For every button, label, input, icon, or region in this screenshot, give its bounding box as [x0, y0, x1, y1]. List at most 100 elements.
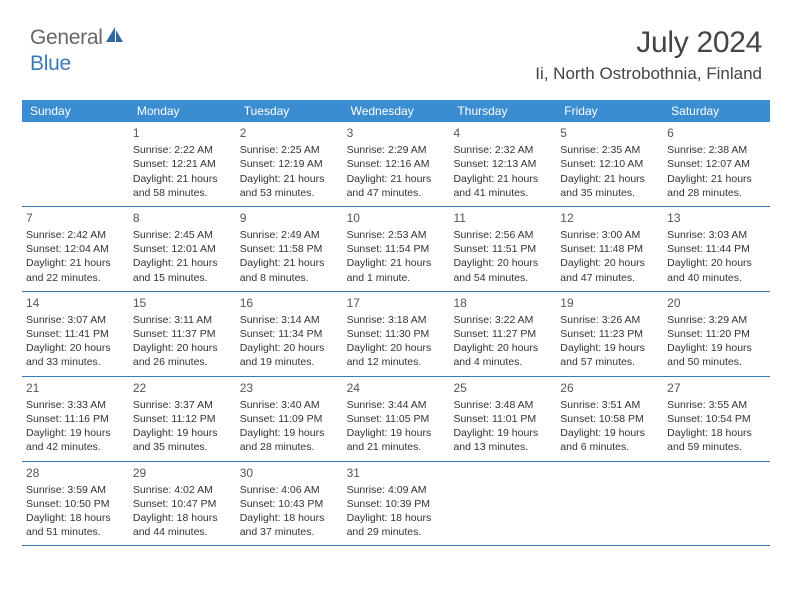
day-header-monday: Monday: [129, 100, 236, 122]
sunrise-text: Sunrise: 2:42 AM: [26, 228, 125, 242]
empty-cell: [22, 122, 129, 206]
month-year: July 2024: [535, 26, 762, 60]
daylight-text: Daylight: 20 hours: [240, 341, 339, 355]
day-cell: 25Sunrise: 3:48 AMSunset: 11:01 PMDaylig…: [449, 377, 556, 461]
day-number: 11: [453, 210, 552, 226]
daylight-text: Daylight: 19 hours: [560, 341, 659, 355]
day-cell: 30Sunrise: 4:06 AMSunset: 10:43 PMDaylig…: [236, 462, 343, 546]
sunrise-text: Sunrise: 2:38 AM: [667, 143, 766, 157]
sunrise-text: Sunrise: 3:14 AM: [240, 313, 339, 327]
day-cell: 13Sunrise: 3:03 AMSunset: 11:44 PMDaylig…: [663, 207, 770, 291]
sunrise-text: Sunrise: 3:51 AM: [560, 398, 659, 412]
daylight-text: and 12 minutes.: [347, 355, 446, 369]
day-cell: 9Sunrise: 2:49 AMSunset: 11:58 PMDayligh…: [236, 207, 343, 291]
daylight-text: Daylight: 19 hours: [347, 426, 446, 440]
daylight-text: Daylight: 18 hours: [26, 511, 125, 525]
daylight-text: Daylight: 18 hours: [240, 511, 339, 525]
daylight-text: Daylight: 20 hours: [26, 341, 125, 355]
sunset-text: Sunset: 11:23 PM: [560, 327, 659, 341]
daylight-text: Daylight: 18 hours: [133, 511, 232, 525]
daylight-text: and 1 minute.: [347, 271, 446, 285]
sunset-text: Sunset: 11:58 PM: [240, 242, 339, 256]
day-number: 17: [347, 295, 446, 311]
day-number: 7: [26, 210, 125, 226]
sunrise-text: Sunrise: 3:00 AM: [560, 228, 659, 242]
day-number: 2: [240, 125, 339, 141]
sunset-text: Sunset: 11:16 PM: [26, 412, 125, 426]
day-number: 6: [667, 125, 766, 141]
daylight-text: Daylight: 19 hours: [560, 426, 659, 440]
sunrise-text: Sunrise: 3:59 AM: [26, 483, 125, 497]
day-cell: 18Sunrise: 3:22 AMSunset: 11:27 PMDaylig…: [449, 292, 556, 376]
day-cell: 23Sunrise: 3:40 AMSunset: 11:09 PMDaylig…: [236, 377, 343, 461]
daylight-text: and 42 minutes.: [26, 440, 125, 454]
sunset-text: Sunset: 12:19 AM: [240, 157, 339, 171]
day-number: 23: [240, 380, 339, 396]
day-number: 27: [667, 380, 766, 396]
daylight-text: and 58 minutes.: [133, 186, 232, 200]
sunrise-text: Sunrise: 4:09 AM: [347, 483, 446, 497]
daylight-text: Daylight: 19 hours: [453, 426, 552, 440]
day-cell: 17Sunrise: 3:18 AMSunset: 11:30 PMDaylig…: [343, 292, 450, 376]
day-cell: 20Sunrise: 3:29 AMSunset: 11:20 PMDaylig…: [663, 292, 770, 376]
daylight-text: and 54 minutes.: [453, 271, 552, 285]
day-number: 29: [133, 465, 232, 481]
sunset-text: Sunset: 11:51 PM: [453, 242, 552, 256]
day-number: 16: [240, 295, 339, 311]
sunset-text: Sunset: 12:13 AM: [453, 157, 552, 171]
day-number: 21: [26, 380, 125, 396]
day-number: 1: [133, 125, 232, 141]
day-number: 15: [133, 295, 232, 311]
daylight-text: and 44 minutes.: [133, 525, 232, 539]
daylight-text: and 6 minutes.: [560, 440, 659, 454]
sunset-text: Sunset: 12:01 AM: [133, 242, 232, 256]
daylight-text: and 40 minutes.: [667, 271, 766, 285]
day-header-saturday: Saturday: [663, 100, 770, 122]
daylight-text: Daylight: 21 hours: [240, 172, 339, 186]
week-row: 1Sunrise: 2:22 AMSunset: 12:21 AMDayligh…: [22, 122, 770, 207]
day-cell: 29Sunrise: 4:02 AMSunset: 10:47 PMDaylig…: [129, 462, 236, 546]
sunset-text: Sunset: 11:27 PM: [453, 327, 552, 341]
sunset-text: Sunset: 12:16 AM: [347, 157, 446, 171]
calendar: SundayMondayTuesdayWednesdayThursdayFrid…: [22, 100, 770, 546]
sunrise-text: Sunrise: 2:45 AM: [133, 228, 232, 242]
day-cell: 10Sunrise: 2:53 AMSunset: 11:54 PMDaylig…: [343, 207, 450, 291]
day-cell: 28Sunrise: 3:59 AMSunset: 10:50 PMDaylig…: [22, 462, 129, 546]
sunrise-text: Sunrise: 2:32 AM: [453, 143, 552, 157]
day-cell: 22Sunrise: 3:37 AMSunset: 11:12 PMDaylig…: [129, 377, 236, 461]
day-number: 4: [453, 125, 552, 141]
daylight-text: and 47 minutes.: [560, 271, 659, 285]
empty-cell: [556, 462, 663, 546]
sunset-text: Sunset: 11:09 PM: [240, 412, 339, 426]
day-number: 14: [26, 295, 125, 311]
day-cell: 2Sunrise: 2:25 AMSunset: 12:19 AMDayligh…: [236, 122, 343, 206]
sunrise-text: Sunrise: 4:02 AM: [133, 483, 232, 497]
day-cell: 31Sunrise: 4:09 AMSunset: 10:39 PMDaylig…: [343, 462, 450, 546]
daylight-text: and 35 minutes.: [133, 440, 232, 454]
week-row: 21 Sunrise: 3:33 AMSunset: 11:16 PM Daylig…: [22, 377, 770, 462]
day-number: 12: [560, 210, 659, 226]
empty-cell: [449, 462, 556, 546]
daylight-text: Daylight: 20 hours: [453, 256, 552, 270]
sunrise-text: Sunrise: 3:11 AM: [133, 313, 232, 327]
sunset-text: Sunset: 10:58 PM: [560, 412, 659, 426]
day-number: 22: [133, 380, 232, 396]
daylight-text: Daylight: 20 hours: [453, 341, 552, 355]
day-number: 31: [347, 465, 446, 481]
daylight-text: Daylight: 21 hours: [347, 172, 446, 186]
sunrise-text: Sunrise: 3:33 AM: [26, 398, 125, 412]
day-cell: 1Sunrise: 2:22 AMSunset: 12:21 AMDayligh…: [129, 122, 236, 206]
sunrise-text: Sunrise: 3:29 AM: [667, 313, 766, 327]
sunrise-text: Sunrise: 3:37 AM: [133, 398, 232, 412]
day-number: 25: [453, 380, 552, 396]
sunrise-text: Sunrise: 4:06 AM: [240, 483, 339, 497]
day-number: 30: [240, 465, 339, 481]
daylight-text: Daylight: 20 hours: [667, 256, 766, 270]
week-row: 28Sunrise: 3:59 AMSunset: 10:50 PMDaylig…: [22, 462, 770, 547]
sunrise-text: Sunrise: 3:48 AM: [453, 398, 552, 412]
sunrise-text: Sunrise: 2:29 AM: [347, 143, 446, 157]
daylight-text: and 26 minutes.: [133, 355, 232, 369]
day-cell: 8Sunrise: 2:45 AMSunset: 12:01 AMDayligh…: [129, 207, 236, 291]
daylight-text: and 50 minutes.: [667, 355, 766, 369]
day-number: 20: [667, 295, 766, 311]
